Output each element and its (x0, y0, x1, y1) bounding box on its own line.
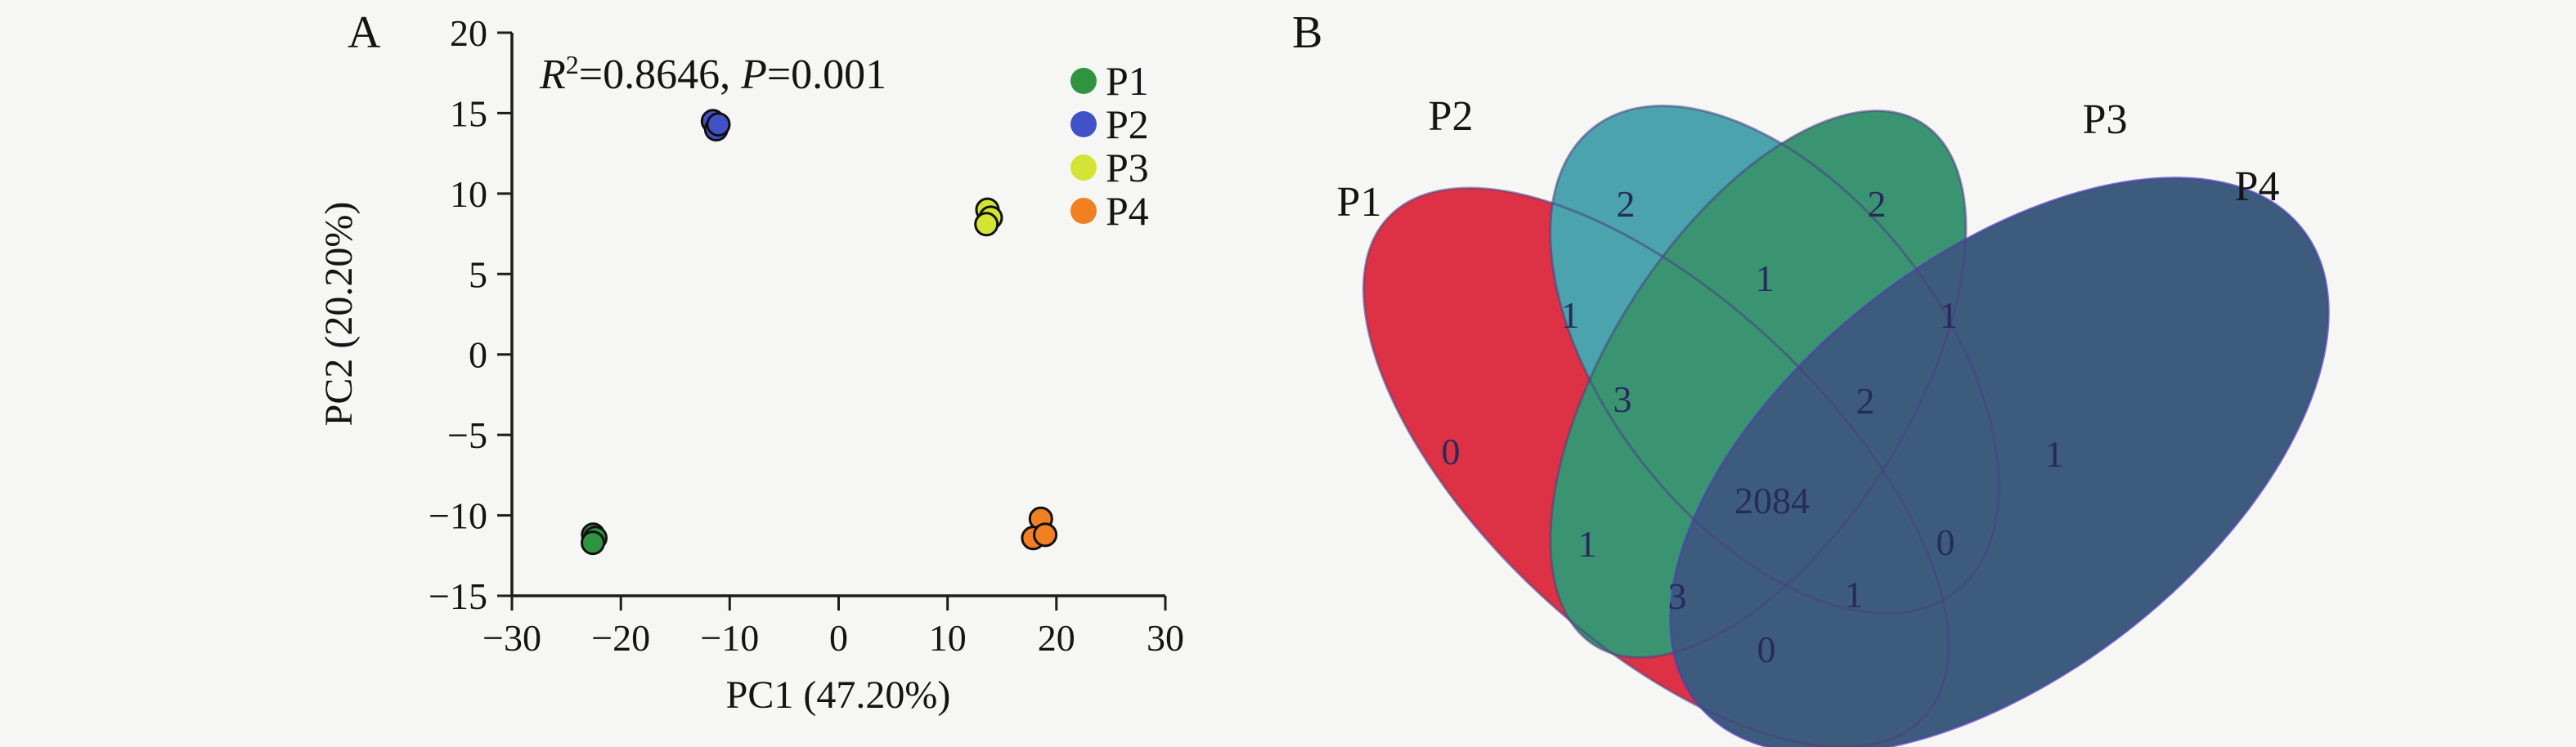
axis-frame (510, 33, 1165, 597)
scatter-points-p1 (581, 522, 608, 556)
legend-label-p3: P3 (1106, 145, 1149, 190)
venn-label-p4: P4 (2235, 163, 2280, 210)
svg-text:−10: −10 (429, 495, 487, 537)
legend-label-p4: P4 (1106, 188, 1149, 234)
svg-text:20: 20 (450, 12, 487, 54)
venn-set-labels: P1 P2 P3 P4 (1337, 93, 2280, 226)
legend-label-p2: P2 (1106, 101, 1149, 147)
svg-text:5: 5 (469, 253, 487, 295)
venn-label-p3: P3 (2083, 96, 2128, 143)
x-axis-title: PC1 (47.20%) (726, 673, 951, 717)
venn-label-p1: P1 (1337, 179, 1382, 226)
scatter-points-p2 (700, 109, 731, 142)
count-p4-only: 1 (2045, 433, 2064, 475)
scatter-points-p4 (1021, 506, 1058, 551)
venn-ellipse-p4 (1670, 177, 2329, 747)
venn-ellipse-outlines (1362, 105, 2330, 747)
count-p1-p3: 1 (1578, 523, 1597, 565)
svg-text:0: 0 (469, 334, 487, 376)
y-axis-ticks (497, 31, 512, 597)
svg-text:30: 30 (1147, 617, 1184, 659)
legend-label-p1: P1 (1106, 58, 1149, 104)
panel-b-letter: B (1292, 7, 1322, 58)
y-axis-tick-labels: 20 15 10 5 0 −5 −10 −15 (429, 12, 487, 617)
legend-swatch-p4 (1070, 198, 1097, 224)
svg-text:−15: −15 (429, 575, 487, 617)
count-p1-p3-p4: 3 (1668, 575, 1687, 617)
count-p3-p4: 1 (1940, 294, 1959, 336)
svg-text:−5: −5 (447, 414, 487, 456)
svg-text:0: 0 (829, 617, 848, 659)
x-axis-ticks (510, 596, 1167, 611)
svg-text:15: 15 (450, 92, 487, 134)
count-p1-p2: 1 (1561, 294, 1580, 336)
svg-text:−20: −20 (591, 617, 650, 659)
venn-ellipse-p3 (1550, 110, 1967, 658)
legend-swatch-p2 (1070, 111, 1097, 137)
count-p2-p4: 0 (1936, 521, 1955, 563)
pca-scatter-panel: A 20 15 10 5 (317, 7, 1184, 717)
permanova-annotation: R2=0.8646, P=0.001 (539, 50, 886, 98)
svg-text:−30: −30 (482, 617, 541, 659)
legend: P1 P2 P3 P4 (1070, 58, 1149, 234)
count-p2-p3: 1 (1756, 257, 1775, 299)
y-axis-title: PC2 (20.20%) (317, 202, 361, 427)
legend-swatch-p3 (1070, 154, 1097, 181)
count-p1-p2-p3: 3 (1613, 378, 1632, 420)
count-p2-only: 2 (1617, 183, 1636, 225)
count-p2-p3-p4: 2 (1856, 380, 1875, 422)
count-p1-p2-p4: 1 (1845, 574, 1864, 615)
scatter-points-p3 (974, 197, 1003, 237)
legend-swatch-p1 (1070, 68, 1097, 94)
svg-text:10: 10 (450, 173, 487, 215)
svg-text:20: 20 (1038, 617, 1075, 659)
venn-region-counts: 2 2 1 1 1 3 2 0 1 2084 1 0 3 1 0 (1442, 183, 2064, 670)
venn-diagram-panel: B P1 P2 P3 P4 2 2 1 1 1 3 (1292, 7, 2330, 747)
svg-text:−10: −10 (700, 617, 759, 659)
panel-a-letter: A (348, 7, 381, 58)
count-p1-only: 0 (1442, 431, 1461, 472)
x-axis-tick-labels: −30 −20 −10 0 10 20 30 (482, 617, 1184, 659)
count-all-sets: 2084 (1735, 480, 1810, 521)
svg-text:10: 10 (929, 617, 967, 659)
count-p1-p4: 0 (1757, 628, 1776, 670)
count-p3-only: 2 (1868, 183, 1887, 225)
venn-label-p2: P2 (1429, 93, 1474, 140)
